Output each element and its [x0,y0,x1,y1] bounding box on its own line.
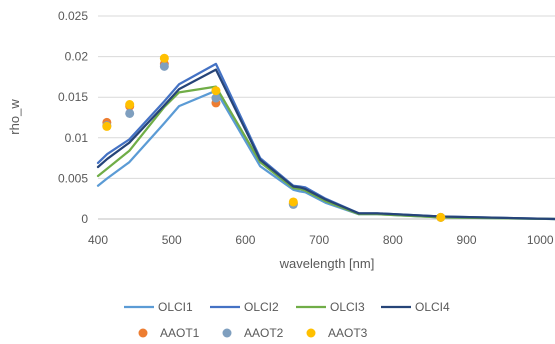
x-tick-label: 900 [457,233,477,247]
legend-label-olci2: OLCI2 [244,300,279,314]
data-point-aaot3 [102,121,112,131]
y-tick-label: 0.015 [58,90,88,104]
x-tick-label: 700 [309,233,329,247]
x-axis-title: wavelength [nm] [279,256,375,271]
data-point-aaot2 [211,93,221,103]
y-tick-labels: 0 0.005 0.01 0.015 0.02 0.025 [58,9,88,226]
series-line-olci4 [96,68,555,221]
y-tick-label: 0 [81,212,88,226]
x-tick-label: 600 [235,233,255,247]
legend: OLCI1 OLCI2 OLCI3 OLCI4 AAOT1 AAOT2 AAOT3 [124,300,450,340]
series-line-olci2 [96,62,555,221]
x-tick-label: 500 [162,233,182,247]
legend-swatch-aaot1 [138,328,148,338]
x-tick-label: 800 [383,233,403,247]
data-point-aaot2 [159,61,169,71]
legend-label-aaot2: AAOT2 [244,326,284,340]
legend-label-aaot1: AAOT1 [160,326,200,340]
x-tick-labels: 400 500 600 700 800 900 1000 [88,233,554,247]
x-tick-label: 400 [88,233,108,247]
y-tick-label: 0.025 [58,9,88,23]
gridlines [98,15,555,220]
y-tick-label: 0.005 [58,171,88,185]
series-points [102,53,446,222]
data-point-aaot2 [125,108,135,118]
legend-label-olci1: OLCI1 [158,300,193,314]
data-point-aaot3 [125,100,135,110]
legend-label-olci4: OLCI4 [415,300,450,314]
data-point-aaot3 [211,86,221,96]
data-point-aaot3 [288,197,298,207]
data-point-aaot3 [159,53,169,63]
y-tick-label: 0.02 [65,50,89,64]
y-tick-label: 0.01 [65,131,89,145]
data-point-aaot3 [436,212,446,222]
legend-label-aaot3: AAOT3 [328,326,368,340]
legend-label-olci3: OLCI3 [330,300,365,314]
x-tick-label: 1000 [527,233,554,247]
legend-swatch-aaot2 [222,328,232,338]
legend-swatch-aaot3 [306,328,316,338]
series-lines [96,62,555,221]
y-axis-title: rho_w [7,99,22,135]
